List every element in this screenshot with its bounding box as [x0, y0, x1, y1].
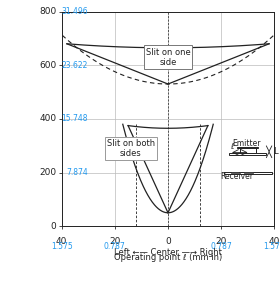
Text: 7.874: 7.874	[66, 168, 88, 177]
Text: 1.575: 1.575	[263, 242, 280, 251]
Text: 0.787: 0.787	[210, 242, 232, 251]
Text: Operating point ℓ (mm in): Operating point ℓ (mm in)	[114, 253, 222, 262]
Text: 600: 600	[39, 61, 56, 70]
Text: 20: 20	[109, 237, 120, 246]
Text: 400: 400	[39, 114, 56, 124]
Bar	[230, 172, 240, 173]
Text: Emitter: Emitter	[232, 139, 260, 148]
Text: Slit on both
sides: Slit on both sides	[107, 139, 155, 158]
Text: 20: 20	[216, 237, 227, 246]
Text: 800: 800	[39, 7, 56, 16]
Text: 40: 40	[269, 237, 280, 246]
Text: Left ←— Center —→ Right: Left ←— Center —→ Right	[114, 248, 222, 257]
Text: 0: 0	[50, 222, 56, 231]
Bar	[237, 147, 258, 148]
Text: ℓ: ℓ	[230, 142, 234, 151]
Bar	[224, 172, 272, 174]
Text: 0.787: 0.787	[104, 242, 126, 251]
Bar	[240, 148, 256, 153]
Text: 0: 0	[165, 237, 171, 246]
Text: 40: 40	[56, 237, 67, 246]
Text: Receiver: Receiver	[221, 172, 254, 181]
Text: 15.748: 15.748	[62, 114, 88, 124]
Text: 31.496: 31.496	[62, 7, 88, 16]
Text: L: L	[273, 147, 278, 156]
Bar	[244, 172, 253, 173]
Text: 23.622: 23.622	[62, 61, 88, 70]
Text: Slit on one
side: Slit on one side	[146, 48, 190, 67]
Text: 1.575: 1.575	[51, 242, 73, 251]
Bar	[229, 153, 267, 155]
Text: 200: 200	[39, 168, 56, 177]
